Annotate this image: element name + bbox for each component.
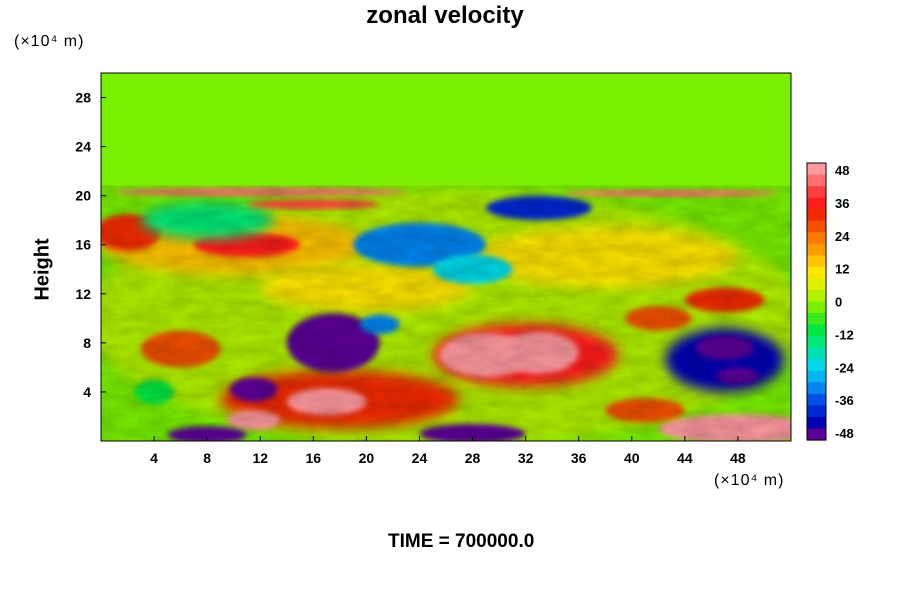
y-tick-label: 20 bbox=[75, 188, 91, 204]
colorbar-tick-label: -36 bbox=[835, 393, 854, 408]
chart-title: zonal velocity bbox=[366, 2, 524, 29]
x-tick-label: 28 bbox=[465, 450, 481, 466]
colorbar-swatch bbox=[807, 278, 826, 291]
colorbar-swatch bbox=[807, 324, 826, 337]
x-tick-label: 24 bbox=[412, 450, 428, 466]
colorbar-frame bbox=[806, 162, 827, 441]
colorbar-tick-label: 36 bbox=[835, 196, 849, 211]
x-tick-label: 20 bbox=[359, 450, 375, 466]
colorbar-tick-label: 12 bbox=[835, 262, 849, 277]
colorbar-tick-label: 24 bbox=[835, 229, 850, 244]
colorbar-swatch bbox=[807, 416, 826, 430]
y-axis-ticks: 4 8 12 16 20 24 28 bbox=[75, 90, 106, 400]
x-tick-label: 40 bbox=[624, 450, 640, 466]
colorbar-swatch bbox=[807, 313, 826, 326]
colorbar-tick-label: 0 bbox=[835, 295, 842, 310]
y-unit-label: (×10⁴ m) bbox=[14, 33, 85, 50]
colorbar-swatch bbox=[807, 243, 826, 256]
y-tick-label: 16 bbox=[75, 237, 91, 253]
colorbar-swatch bbox=[807, 232, 826, 245]
colorbar-swatch bbox=[807, 289, 826, 303]
y-tick-label: 28 bbox=[75, 90, 91, 106]
colorbar-swatch bbox=[807, 197, 826, 210]
y-tick-label: 4 bbox=[83, 384, 91, 400]
time-label: TIME = 700000.0 bbox=[388, 531, 535, 552]
x-tick-label: 16 bbox=[306, 450, 322, 466]
x-axis-ticks: 4 8 12 16 20 24 28 32 36 40 44 48 bbox=[150, 436, 746, 466]
colorbar-swatch bbox=[807, 382, 826, 395]
colorbar-swatch bbox=[807, 405, 826, 418]
colorbar-tick-label: -24 bbox=[835, 360, 855, 375]
colorbar-swatch bbox=[807, 301, 826, 314]
colorbar-swatch bbox=[807, 347, 826, 360]
field-texture bbox=[101, 185, 791, 441]
x-tick-label: 4 bbox=[150, 450, 158, 466]
y-tick-label: 24 bbox=[75, 139, 91, 155]
y-tick-label: 8 bbox=[83, 335, 91, 351]
colorbar-swatch bbox=[807, 359, 826, 372]
x-tick-label: 44 bbox=[677, 450, 693, 466]
colorbar-swatch bbox=[807, 220, 826, 233]
x-tick-label: 32 bbox=[518, 450, 534, 466]
x-tick-label: 8 bbox=[203, 450, 211, 466]
colorbar: 48 36 24 12 0 -12 -24 -36 -48 bbox=[806, 162, 855, 441]
colorbar-swatch bbox=[807, 336, 826, 349]
x-tick-label: 36 bbox=[571, 450, 587, 466]
plot-frame bbox=[100, 72, 792, 442]
colorbar-tick-label: 48 bbox=[835, 163, 849, 178]
colorbar-swatch bbox=[807, 266, 826, 280]
colorbar-swatch bbox=[807, 163, 826, 176]
colorbar-swatch bbox=[807, 186, 826, 199]
colorbar-swatch bbox=[807, 428, 826, 441]
colorbar-swatch bbox=[807, 393, 826, 406]
x-tick-label: 48 bbox=[730, 450, 746, 466]
y-tick-label: 12 bbox=[75, 286, 91, 302]
x-unit-label: (×10⁴ m) bbox=[714, 472, 785, 489]
x-tick-label: 12 bbox=[252, 450, 268, 466]
colorbar-swatch bbox=[807, 255, 826, 268]
colorbar-swatch bbox=[807, 174, 826, 187]
colorbar-tick-label: -48 bbox=[835, 426, 854, 441]
colorbar-tick-label: -12 bbox=[835, 327, 854, 342]
velocity-field bbox=[101, 73, 791, 441]
colorbar-swatch bbox=[807, 370, 826, 383]
colorbar-swatch bbox=[807, 209, 826, 222]
